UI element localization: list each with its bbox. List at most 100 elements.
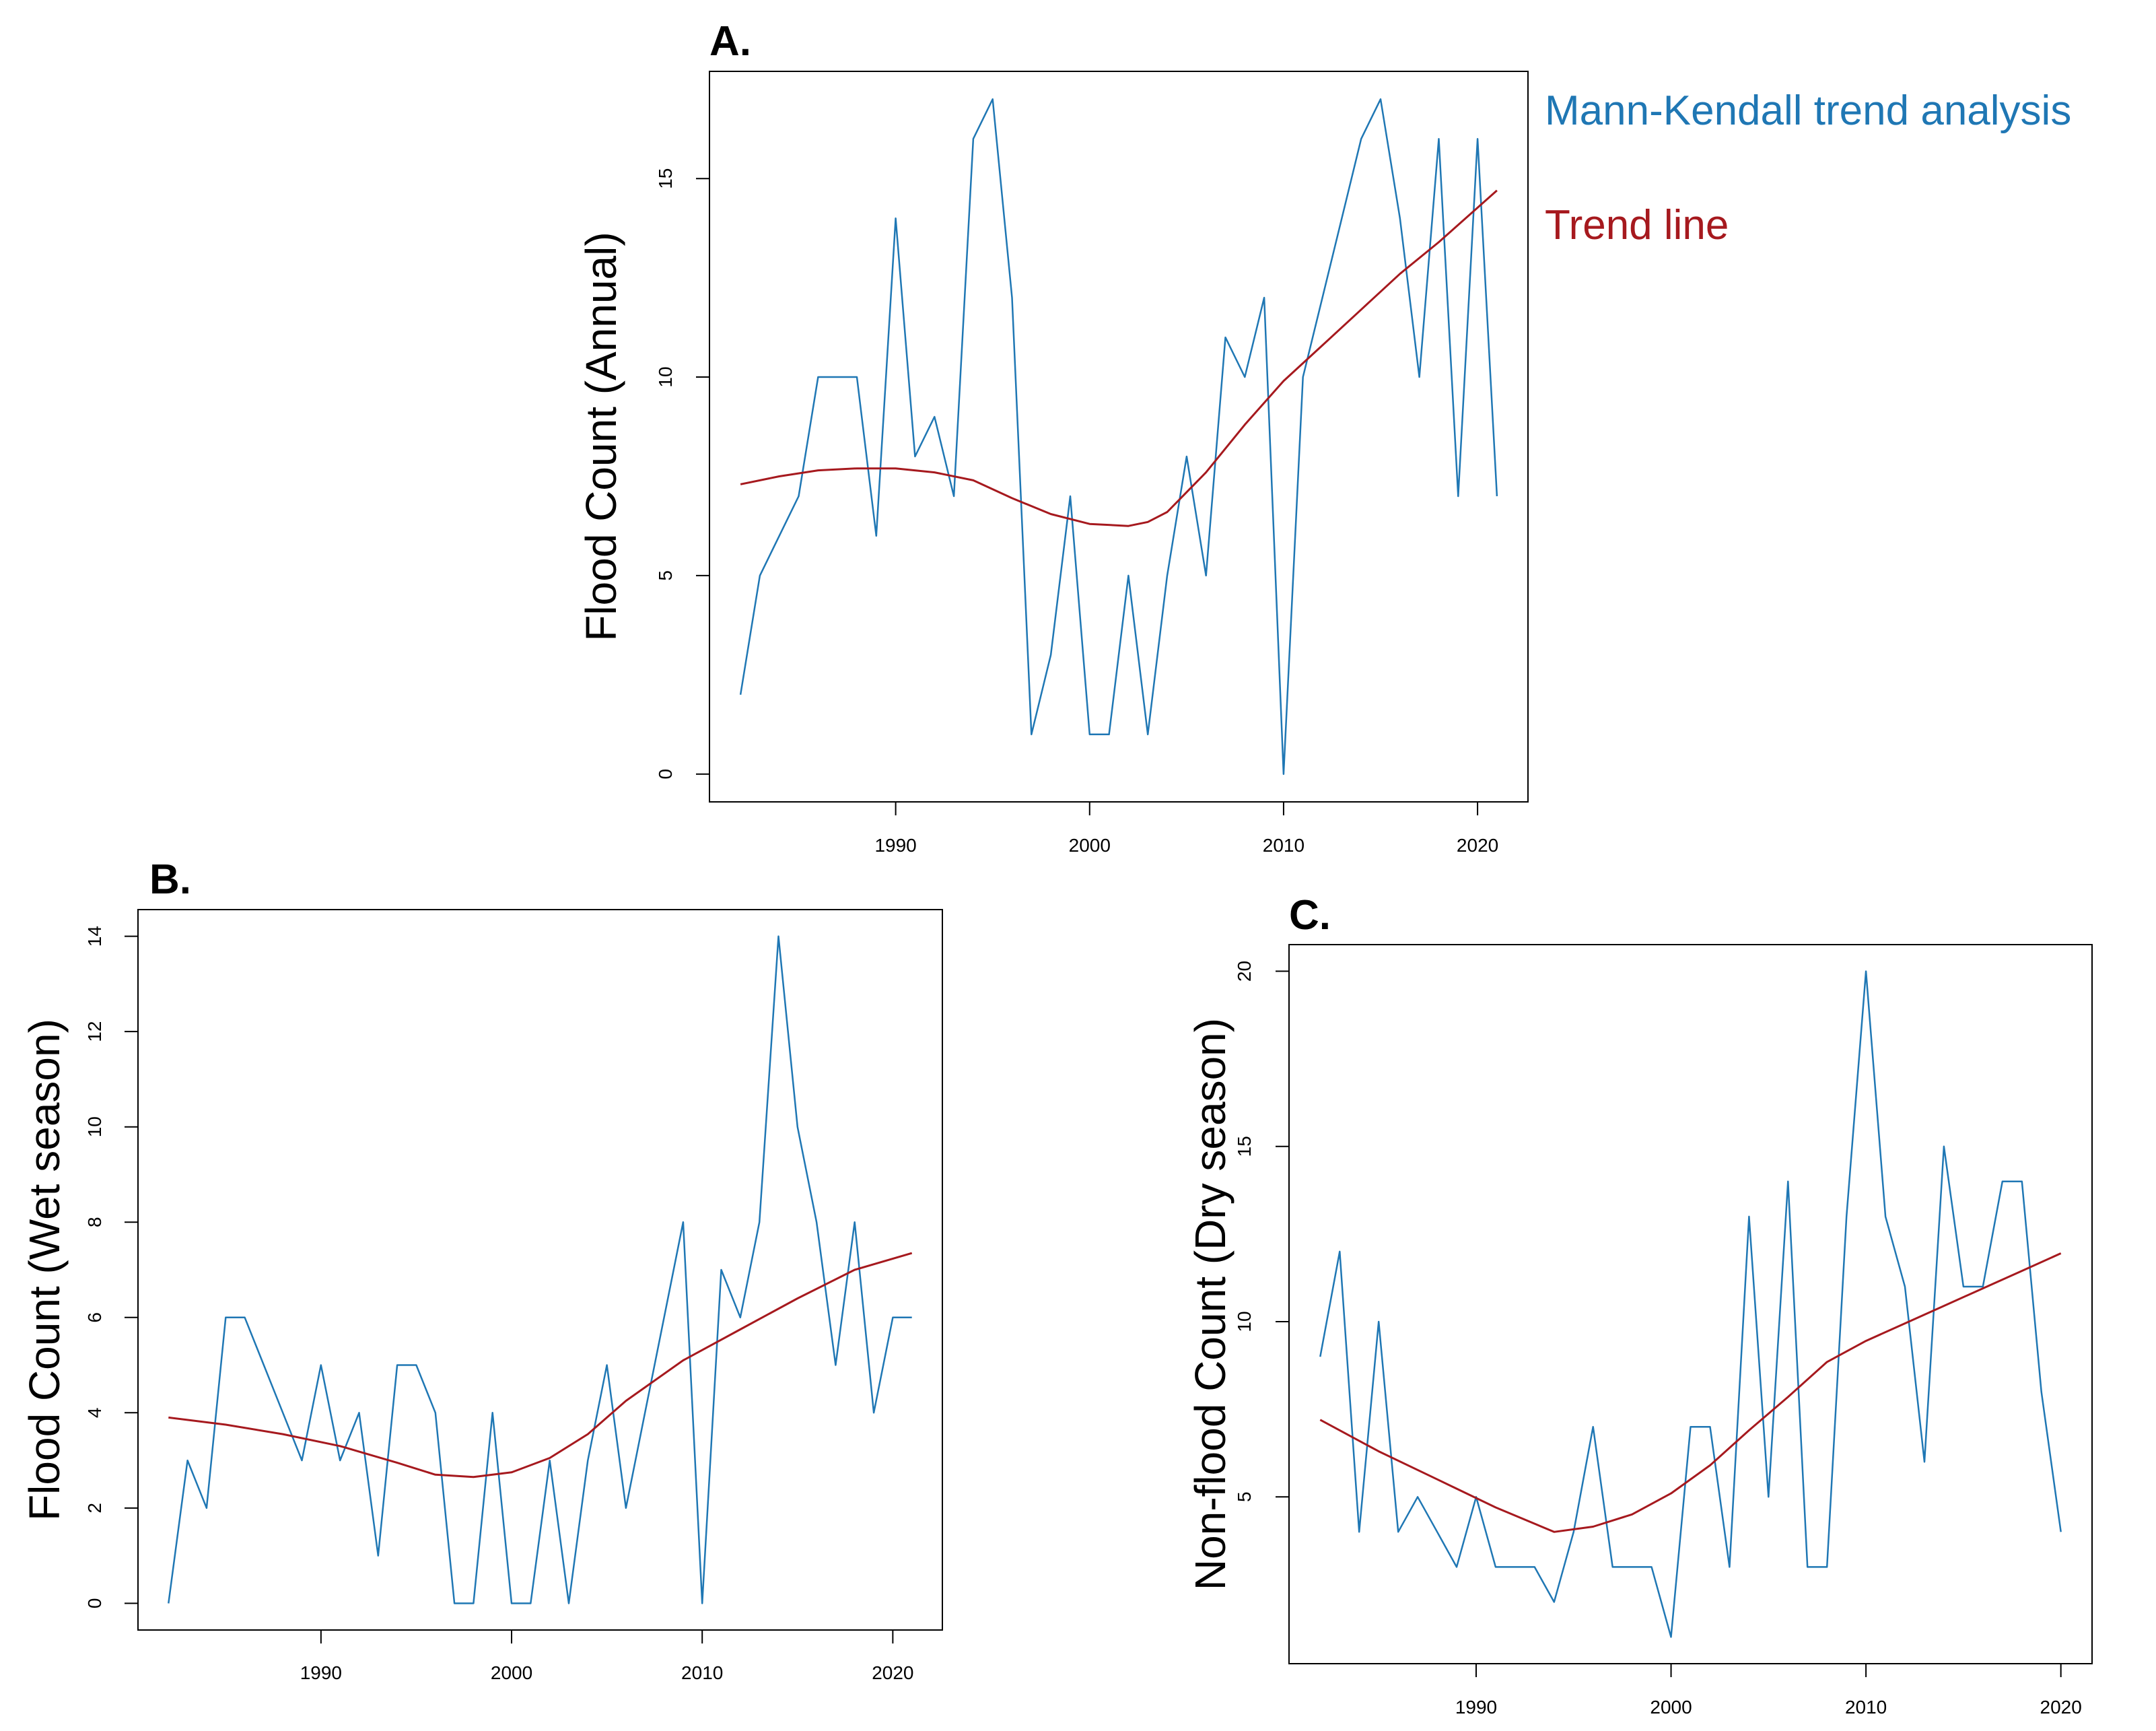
chart-c-data-point xyxy=(1553,1600,1556,1603)
chart-b-data-point xyxy=(758,1221,761,1223)
chart-c-data-point xyxy=(2001,1180,2004,1183)
chart-a-trend-point xyxy=(1205,471,1208,474)
chart-c-data-point xyxy=(1690,1425,1692,1428)
chart-b-data-point xyxy=(358,1411,361,1414)
chart-b-trend-point xyxy=(549,1457,551,1460)
chart-a-panel-label: A. xyxy=(709,18,751,65)
chart-b-data-point xyxy=(777,935,780,938)
chart-a-data-point xyxy=(1418,376,1421,378)
chart-c-ytick-label: 5 xyxy=(1234,1491,1255,1502)
chart-b-data-point xyxy=(377,1555,380,1557)
chart-a-trend-point xyxy=(1088,522,1091,525)
chart-a-ytick-label: 5 xyxy=(655,570,676,581)
chart-a-trend-line xyxy=(740,189,1498,527)
chart-b-data-point xyxy=(663,1316,666,1319)
chart-c-data-point xyxy=(1319,1355,1321,1358)
chart-b-data-point xyxy=(549,1459,551,1462)
chart-a-trend-point xyxy=(778,475,781,478)
chart-a-data-point xyxy=(913,455,916,458)
chart-a-trend-point xyxy=(1146,520,1149,523)
chart-c-data-point xyxy=(1572,1530,1575,1533)
chart-b-trend-point xyxy=(510,1471,513,1474)
chart-b-trend-point xyxy=(472,1476,475,1479)
chart-a-data-point xyxy=(1069,495,1072,498)
chart-c-xtick-label: 2020 xyxy=(2040,1697,2082,1718)
chart-b: 1990 2000 2010 2020 0 2 4 6 8 10 12 14 Flood Count (… xyxy=(20,856,943,1683)
chart-c-trend-point xyxy=(2021,1270,2023,1272)
chart-b-data-point xyxy=(644,1411,646,1414)
chart-b-trend-point xyxy=(434,1473,437,1476)
chart-b-series-line xyxy=(168,935,912,1604)
chart-b-data-point xyxy=(244,1316,246,1319)
chart-a-trend-point xyxy=(1399,273,1401,275)
chart-b-data-point xyxy=(186,1459,189,1462)
chart-b-panel-label: B. xyxy=(149,856,191,903)
chart-b-ytick-label: 0 xyxy=(84,1598,105,1609)
chart-a-data-point xyxy=(1302,376,1305,378)
chart-b-trend-point xyxy=(224,1423,227,1426)
chart-b-trend-point xyxy=(625,1400,627,1402)
chart-c-trend-point xyxy=(1747,1429,1750,1431)
chart-a-trend-point xyxy=(1438,241,1440,244)
chart-b-trend-point xyxy=(682,1359,685,1362)
chart-b-data-point xyxy=(586,1459,589,1462)
chart-b-xtick-label: 2010 xyxy=(681,1662,723,1683)
chart-a-trend-point xyxy=(1011,497,1014,500)
chart-b-data-point xyxy=(281,1411,284,1414)
chart-c-trend-point xyxy=(1943,1305,1945,1308)
chart-a-trend-point xyxy=(816,469,819,472)
chart-c-trend-point xyxy=(1631,1513,1634,1516)
chart-c-data-point xyxy=(1670,1635,1673,1638)
chart-b-ytick-label: 4 xyxy=(84,1408,105,1419)
chart-b-data-point xyxy=(510,1602,513,1604)
chart-a-trend-point xyxy=(1282,380,1285,382)
chart-b-trend-point xyxy=(586,1433,589,1435)
chart-b-plot-frame xyxy=(137,909,943,1631)
chart-a-data-point xyxy=(1127,574,1129,577)
chart-b-data-point xyxy=(167,1602,170,1604)
chart-a-series-line xyxy=(739,98,1498,775)
chart-c-data-point xyxy=(2060,1530,2062,1533)
chart-c-trend-point xyxy=(2060,1252,2062,1255)
chart-a-data-point xyxy=(1146,733,1149,736)
chart-a: 1990 2000 2010 2020 0 5 10 15 Flood Count (Annua… xyxy=(577,18,2071,856)
chart-b-trend-point xyxy=(739,1328,742,1331)
chart-c-data-point xyxy=(1865,970,1867,973)
chart-c-trend-point xyxy=(1865,1340,1867,1343)
chart-b-data-point xyxy=(625,1507,627,1509)
chart-a-trend-point xyxy=(1496,189,1498,192)
chart-c-data-point xyxy=(1728,1565,1731,1568)
chart-c-data-point xyxy=(1397,1530,1399,1533)
chart-a-trend-point xyxy=(1049,513,1052,516)
chart-a-trend-point xyxy=(1127,524,1129,527)
chart-c-xtick-label: 2010 xyxy=(1845,1697,1887,1718)
chart-a-data-point xyxy=(1399,217,1401,219)
chart-a-data-point xyxy=(816,376,819,378)
chart-c-data-point xyxy=(1592,1425,1595,1428)
chart-a-data-point xyxy=(739,693,742,696)
chart-b-data-point xyxy=(606,1364,608,1367)
chart-b-xtick-label: 2000 xyxy=(491,1662,532,1683)
chart-c-data-point xyxy=(1767,1495,1770,1498)
chart-c-data-point xyxy=(1358,1530,1360,1533)
chart-a-data-point xyxy=(1263,296,1265,299)
chart-a-trend-point xyxy=(1243,423,1246,426)
chart-b-data-point xyxy=(320,1364,322,1367)
chart-a-data-point xyxy=(1476,137,1479,140)
chart-a-data-point xyxy=(1321,296,1324,299)
chart-a-data-point xyxy=(1088,733,1091,736)
chart-a-data-point xyxy=(1224,336,1227,339)
chart-a-data-point xyxy=(778,535,781,537)
chart-b-data-point xyxy=(224,1316,227,1319)
chart-b-data-point xyxy=(415,1364,417,1367)
chart-a-trend-point xyxy=(895,467,897,470)
chart-a-ytick-label: 10 xyxy=(655,366,676,387)
chart-a-ytick-label: 0 xyxy=(655,769,676,780)
chart-c-data-point xyxy=(2021,1180,2023,1183)
chart-a-data-point xyxy=(1438,137,1440,140)
chart-a-data-point xyxy=(759,574,761,577)
chart-b-data-point xyxy=(263,1364,265,1367)
chart-a-data-point xyxy=(1340,217,1343,219)
chart-b-trend-point xyxy=(396,1462,398,1464)
chart-c-trend-point xyxy=(1825,1361,1828,1363)
